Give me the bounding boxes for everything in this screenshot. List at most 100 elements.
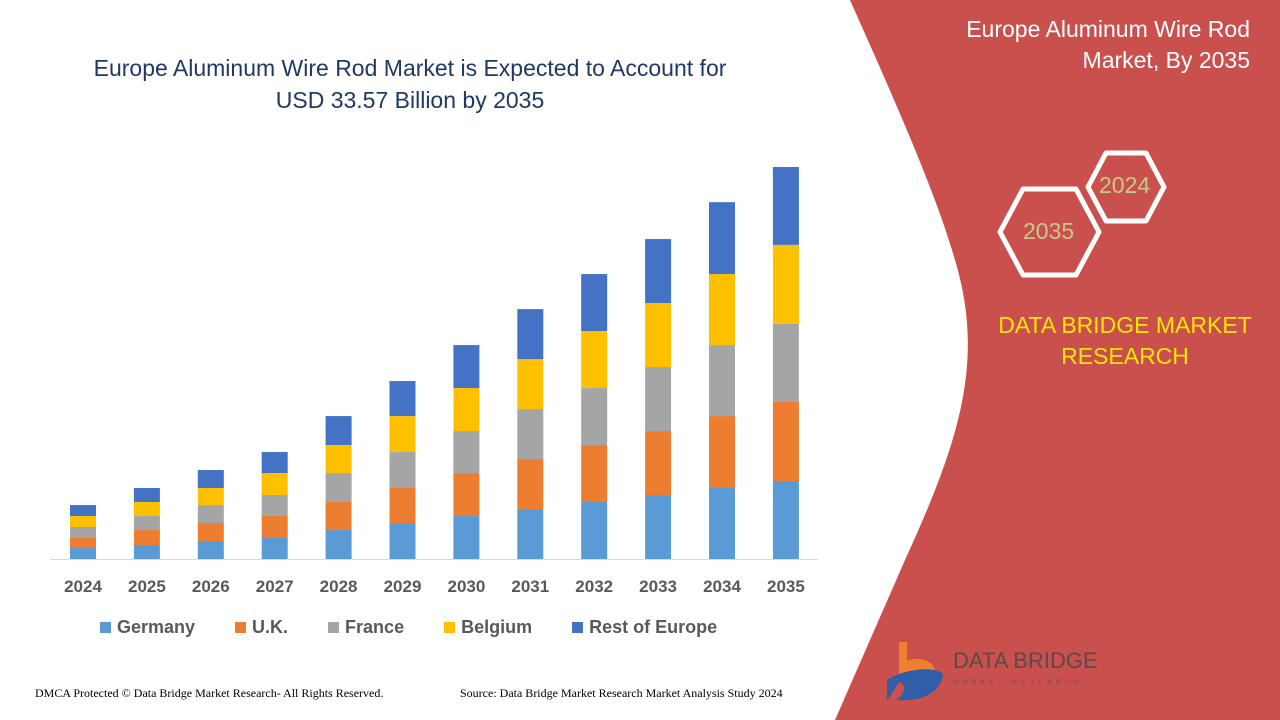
bar-2024-germany (70, 548, 96, 559)
bar-2035-u-k- (772, 401, 799, 481)
bar-2027-france (261, 495, 288, 517)
x-tick-label: 2024 (64, 577, 102, 596)
x-tick-label: 2028 (320, 577, 358, 596)
x-tick-label: 2027 (256, 577, 294, 596)
source-footer: Source: Data Bridge Market Research Mark… (460, 686, 783, 700)
bar-2028-rest-of-europe (325, 416, 352, 446)
bar-2035-france (772, 323, 799, 402)
bar-2033-germany (645, 495, 672, 559)
bar-2031-belgium (517, 359, 544, 410)
bar-2031-u-k- (517, 459, 544, 510)
bar-2030-germany (453, 516, 480, 559)
bar-2030-rest-of-europe (453, 345, 480, 389)
bar-2025-rest-of-europe (133, 488, 160, 503)
bar-2026-rest-of-europe (197, 470, 224, 489)
bar-2026-france (197, 505, 224, 524)
bar-2026-u-k- (197, 523, 224, 542)
legend-swatch (100, 622, 111, 633)
bar-2028-france (325, 473, 352, 503)
hex-label-2035: 2035 (1023, 218, 1075, 244)
bar-2024-france (70, 527, 96, 538)
bar-2026-belgium (197, 488, 224, 506)
x-tick-label: 2029 (384, 577, 422, 596)
bar-2034-u-k- (709, 416, 735, 489)
bar-2033-rest-of-europe (645, 239, 672, 304)
title-line-1: Europe Aluminum Wire Rod Market is Expec… (93, 55, 727, 81)
hexagon-2035 (997, 186, 1102, 278)
bar-2029-rest-of-europe (389, 381, 416, 417)
bar-2035-rest-of-europe (772, 167, 799, 245)
legend-item: Rest of Europe (572, 617, 717, 638)
bar-2031-germany (517, 509, 544, 559)
bar-2032-germany (581, 502, 608, 559)
logo-text: DATA BRIDGE (953, 648, 1098, 673)
bar-2034-germany (709, 488, 735, 559)
chart-legend: Germany U.K. France Belgium Rest of Europe (100, 617, 757, 638)
side-title-line-2: Market, By 2035 (1082, 47, 1250, 73)
x-tick-label: 2025 (128, 577, 166, 596)
bar-2031-rest-of-europe (517, 309, 544, 360)
bar-2030-belgium (453, 388, 480, 432)
bar-2030-u-k- (453, 473, 480, 517)
bar-2025-germany (133, 544, 160, 559)
legend-label: Rest of Europe (589, 617, 718, 637)
side-title-line-1: Europe Aluminum Wire Rod (966, 16, 1250, 42)
x-tick-label: 2035 (767, 577, 805, 596)
bar-2027-rest-of-europe (261, 452, 288, 474)
bar-2029-france (389, 452, 416, 489)
hex-label-2024: 2024 (1099, 172, 1151, 198)
bar-2032-belgium (581, 331, 608, 389)
bar-2028-germany (325, 530, 352, 559)
bar-2025-france (133, 516, 160, 531)
bar-2025-belgium (133, 502, 160, 517)
bar-2026-germany (197, 541, 224, 559)
legend-item: U.K. (235, 617, 288, 638)
legend-swatch (444, 622, 456, 633)
bar-2027-germany (261, 537, 288, 559)
bar-2034-france (709, 345, 735, 417)
legend-label: U.K. (252, 617, 289, 637)
brand-line-2: RESEARCH (1061, 343, 1189, 369)
side-panel-shape (835, 0, 1280, 720)
bar-2025-u-k- (133, 530, 160, 545)
page-title: Europe Aluminum Wire Rod Market is Expec… (40, 52, 780, 116)
legend-swatch (328, 622, 340, 633)
bar-2033-france (645, 367, 672, 432)
bar-2031-france (517, 409, 544, 460)
bar-2028-u-k- (325, 502, 352, 531)
legend-swatch (235, 622, 247, 633)
legend-label: Belgium (461, 617, 533, 637)
brand-text: DATA BRIDGE MARKET RESEARCH (980, 310, 1270, 372)
brand-line-1: DATA BRIDGE MARKET (998, 312, 1252, 338)
hexagon-2024 (1085, 150, 1167, 224)
legend-swatch (572, 622, 584, 633)
stacked-bar-chart: 2024 2025 2026 2027 2028 2029 2030 2031 2032 2033… (50, 167, 818, 596)
x-tick-label: 2032 (575, 577, 613, 596)
bar-2027-belgium (261, 473, 288, 496)
logo-subtext: MARKET RESEARCH (953, 679, 1083, 686)
bar-2028-belgium (325, 445, 352, 474)
legend-item: Belgium (444, 617, 532, 638)
side-title: Europe Aluminum Wire Rod Market, By 2035 (890, 14, 1250, 76)
bar-2034-rest-of-europe (709, 202, 735, 275)
bar-2032-france (581, 388, 608, 446)
bar-2024-rest-of-europe (70, 505, 96, 517)
data-bridge-logo-icon (887, 642, 943, 701)
bar-2032-rest-of-europe (581, 274, 608, 332)
bar-2032-u-k- (581, 445, 608, 503)
bar-2030-france (453, 431, 480, 474)
bar-2027-u-k- (261, 516, 288, 538)
bar-2024-u-k- (70, 537, 96, 549)
bar-2033-u-k- (645, 431, 672, 496)
legend-label: France (345, 617, 405, 637)
x-tick-label: 2031 (511, 577, 549, 596)
title-line-2: USD 33.57 Billion by 2035 (275, 87, 545, 113)
bar-2029-germany (389, 523, 416, 559)
bar-2033-belgium (645, 303, 672, 368)
bar-2034-belgium (709, 274, 735, 346)
x-tick-label: 2026 (192, 577, 230, 596)
legend-item: Germany (100, 617, 195, 638)
copyright-footer: DMCA Protected © Data Bridge Market Rese… (35, 686, 384, 700)
bar-2029-u-k- (389, 488, 416, 524)
